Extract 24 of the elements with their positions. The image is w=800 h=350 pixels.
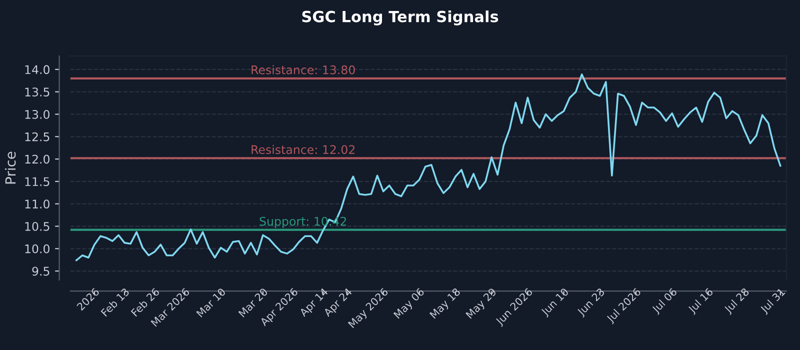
y-tick-label: 14.0 <box>25 65 50 74</box>
y-tick-label: 13.5 <box>25 88 50 96</box>
line-series <box>76 73 782 262</box>
y-tick-label: 12.0 <box>25 154 50 164</box>
ref-line-label: Resistance: 12.02 <box>252 144 354 154</box>
chart-title: SGC Long Term Signals <box>302 10 498 26</box>
x-tick-label: Jul 16 <box>687 287 715 315</box>
y-tick-label: 10.0 <box>25 244 50 254</box>
x-tick-label: Jun 10 <box>540 288 570 318</box>
y-tick-label: 10.5 <box>25 222 50 231</box>
x-tick-label: Jul 31 <box>759 288 787 315</box>
x-tick-label: Jul 28 <box>723 287 751 315</box>
y-tick-label: 11.0 <box>25 200 50 208</box>
x-tick-label: Jun 23 <box>576 288 606 318</box>
y-tick-label: 13.0 <box>25 110 50 119</box>
x-tick-label: Feb 13 <box>100 288 130 317</box>
y-tick-label: 9.5 <box>32 266 50 276</box>
y-tick-label: 11.5 <box>25 177 50 186</box>
x-tick-label: Feb 26 <box>130 287 160 317</box>
ref-line-label: Resistance: 13.80 <box>252 65 355 74</box>
y-axis-title: Price <box>4 152 16 184</box>
x-tick-label: Mar 10 <box>196 288 226 318</box>
y-tick-label: 12.5 <box>25 132 50 142</box>
x-tick-label: Jul 06 <box>651 287 679 315</box>
